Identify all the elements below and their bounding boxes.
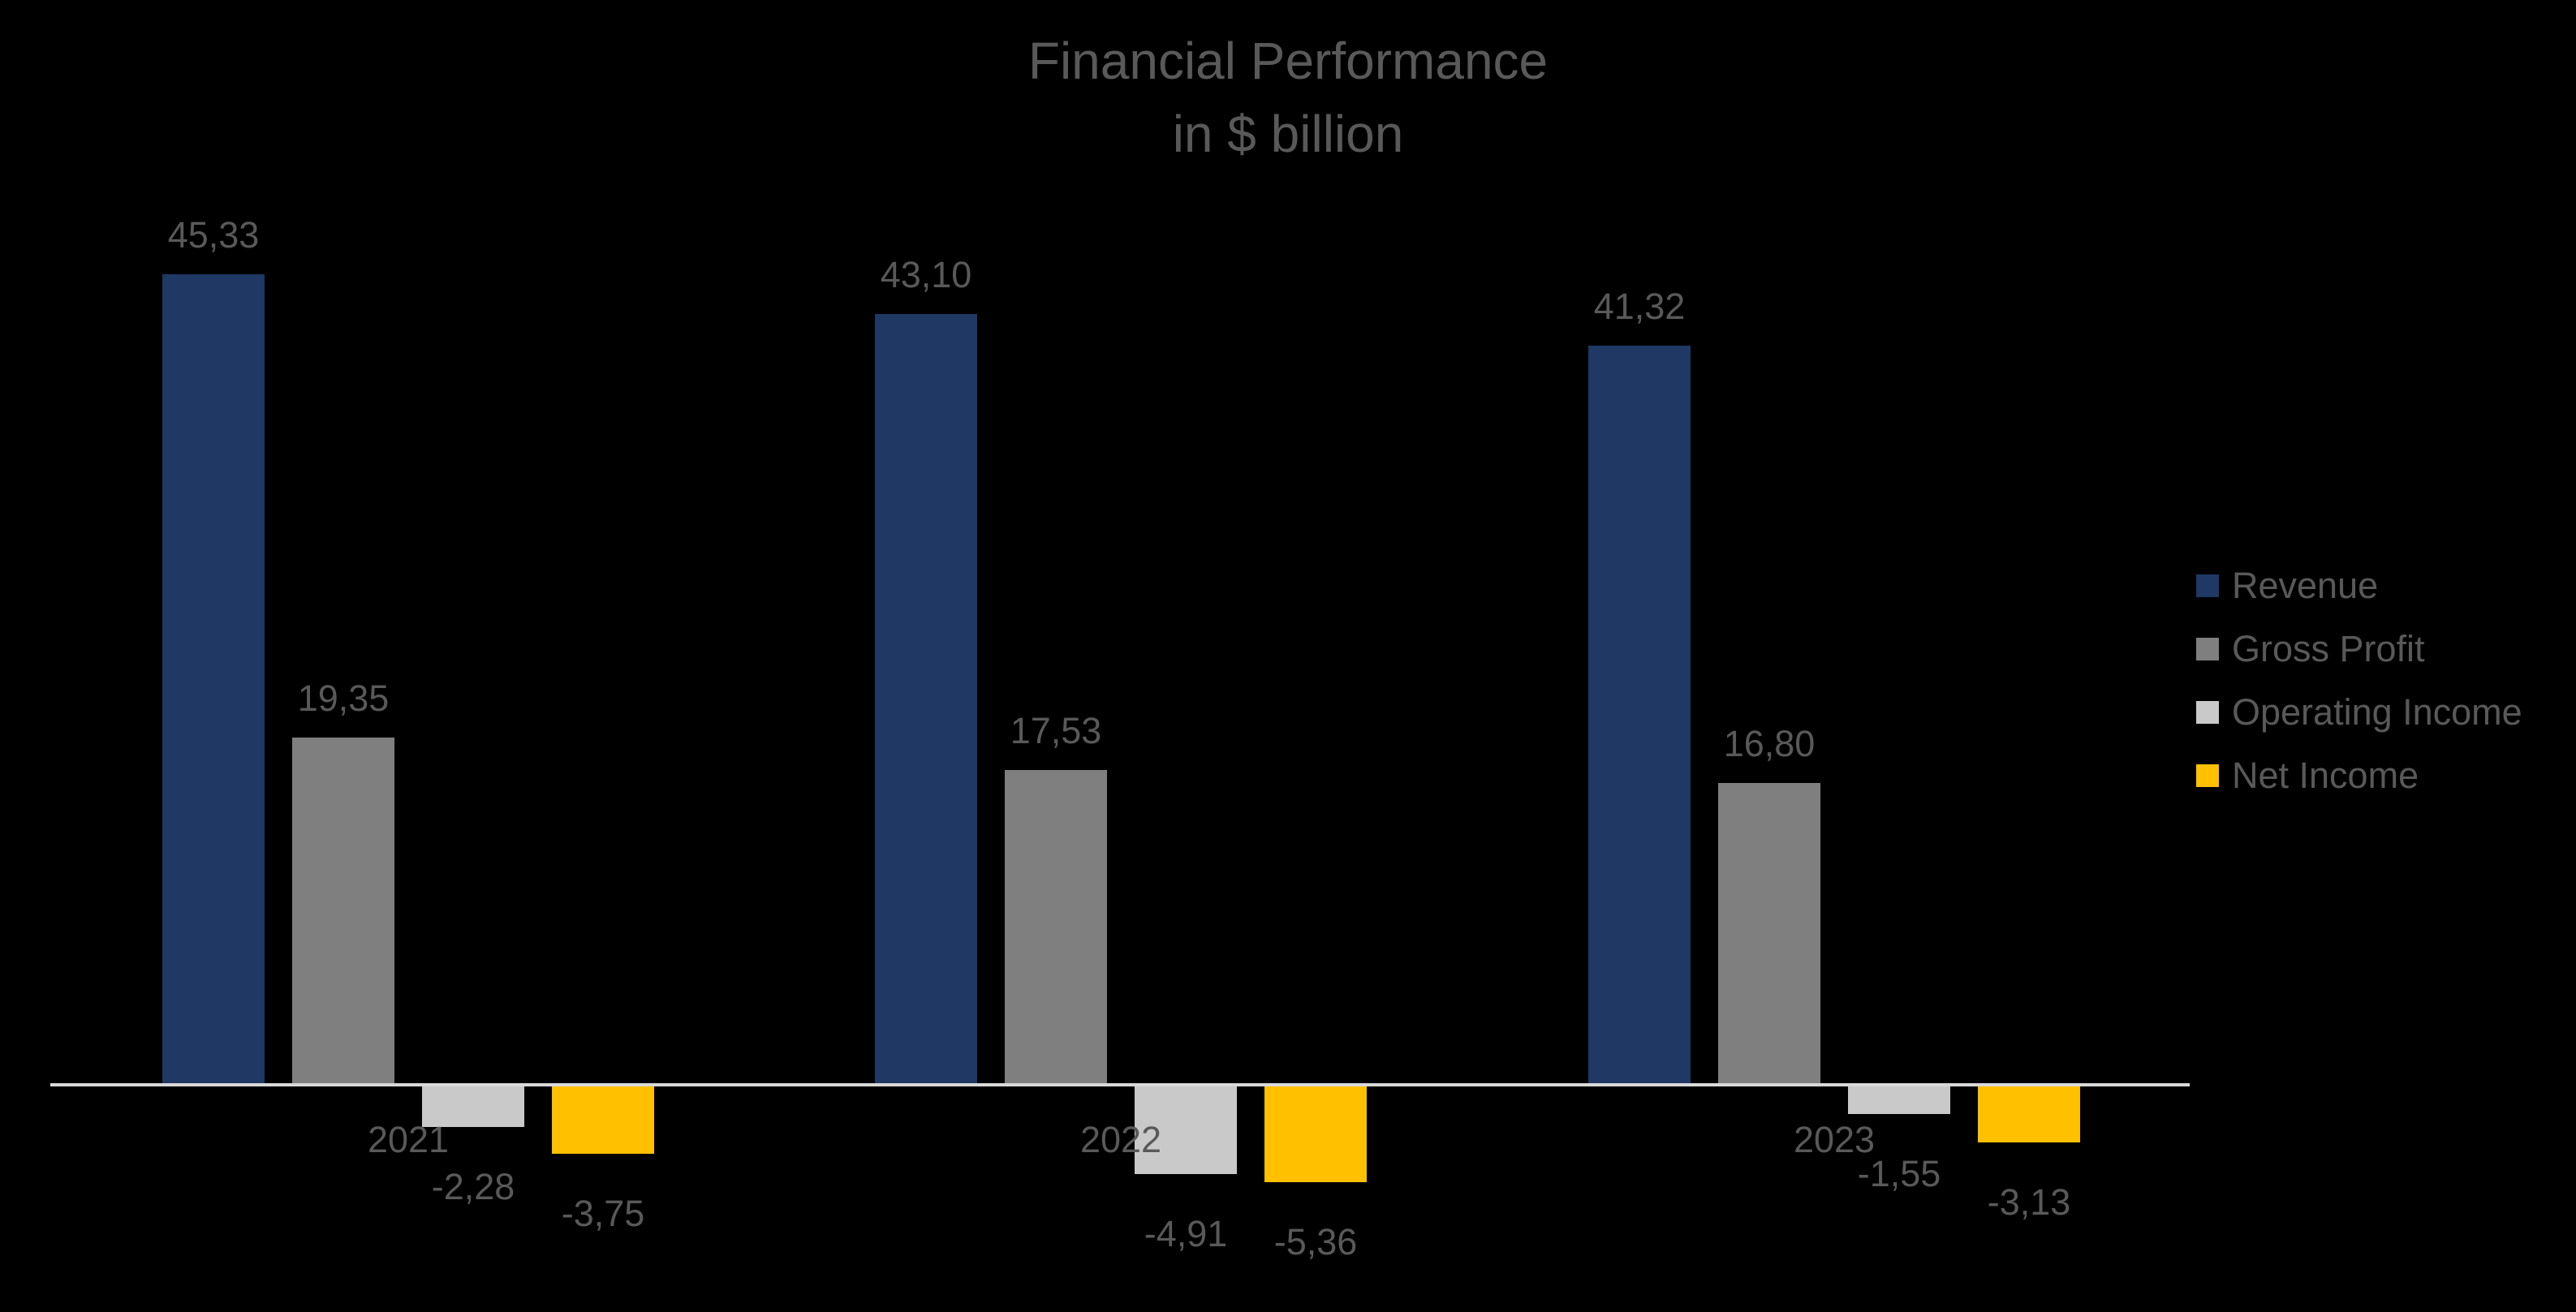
value-label-net-income-2022: -5,36 bbox=[1273, 1221, 1358, 1263]
chart-legend: Revenue Gross Profit Operating Income Net I… bbox=[2196, 554, 2522, 807]
value-label-gross-profit-2023: 16,80 bbox=[1723, 723, 1816, 764]
legend-label: Net Income bbox=[2232, 755, 2419, 796]
value-label-revenue-2021: 45,33 bbox=[167, 214, 260, 256]
legend-swatch-icon bbox=[2196, 764, 2219, 787]
bar-revenue-2022 bbox=[875, 314, 977, 1083]
value-label-gross-profit-2021: 19,35 bbox=[297, 678, 390, 719]
value-label-operating-income-2021: -2,28 bbox=[431, 1166, 515, 1207]
bar-net-income-2021 bbox=[552, 1086, 654, 1154]
category-label-2022: 2022 bbox=[1079, 1119, 1162, 1160]
x-axis-line bbox=[50, 1083, 2190, 1086]
legend-label: Operating Income bbox=[2232, 691, 2522, 733]
bar-gross-profit-2021 bbox=[292, 738, 394, 1083]
value-label-net-income-2021: -3,75 bbox=[561, 1193, 645, 1234]
chart-title-line1: Financial Performance bbox=[1027, 32, 1549, 90]
chart-title: Financial Performance in $ billion bbox=[0, 24, 2576, 170]
legend-item-gross-profit: Gross Profit bbox=[2196, 617, 2522, 681]
bar-revenue-2023 bbox=[1588, 346, 1691, 1083]
bar-gross-profit-2022 bbox=[1005, 770, 1107, 1083]
chart-title-line2: in $ billion bbox=[1172, 105, 1404, 163]
value-label-net-income-2023: -3,13 bbox=[1987, 1181, 2071, 1223]
legend-label: Revenue bbox=[2232, 565, 2379, 606]
bar-operating-income-2021 bbox=[422, 1086, 524, 1127]
value-label-operating-income-2023: -1,55 bbox=[1857, 1153, 1941, 1194]
bar-net-income-2023 bbox=[1978, 1086, 2080, 1142]
value-label-revenue-2022: 43,10 bbox=[880, 254, 972, 295]
bar-net-income-2022 bbox=[1264, 1086, 1367, 1182]
bar-revenue-2021 bbox=[162, 274, 265, 1083]
value-label-revenue-2023: 41,32 bbox=[1593, 286, 1686, 327]
value-label-operating-income-2022: -4,91 bbox=[1144, 1213, 1228, 1254]
legend-label: Gross Profit bbox=[2232, 628, 2425, 669]
bar-operating-income-2022 bbox=[1135, 1086, 1237, 1174]
legend-swatch-icon bbox=[2196, 701, 2219, 724]
category-label-2023: 2023 bbox=[1793, 1119, 1876, 1160]
bar-operating-income-2023 bbox=[1848, 1086, 1950, 1114]
legend-item-revenue: Revenue bbox=[2196, 554, 2522, 617]
legend-item-net-income: Net Income bbox=[2196, 744, 2522, 807]
category-label-2021: 2021 bbox=[367, 1119, 450, 1160]
value-label-gross-profit-2022: 17,53 bbox=[1010, 710, 1102, 751]
legend-swatch-icon bbox=[2196, 638, 2219, 660]
bar-gross-profit-2023 bbox=[1718, 783, 1820, 1083]
legend-swatch-icon bbox=[2196, 574, 2219, 597]
legend-item-operating-income: Operating Income bbox=[2196, 681, 2522, 744]
